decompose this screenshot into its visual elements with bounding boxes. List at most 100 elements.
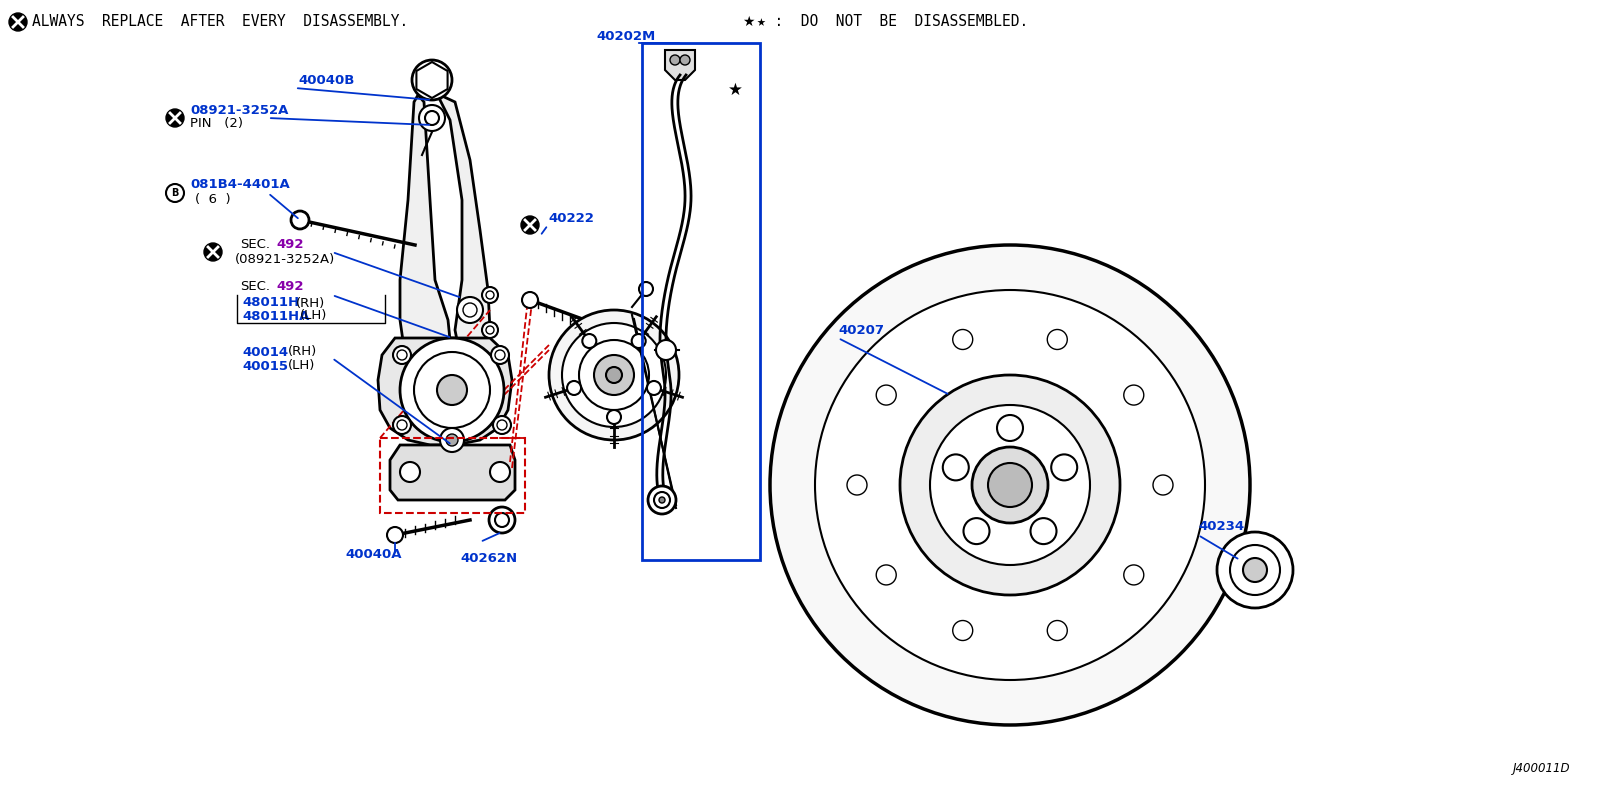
Circle shape <box>638 282 653 296</box>
Text: 492: 492 <box>277 238 304 252</box>
Polygon shape <box>666 50 694 80</box>
Circle shape <box>770 245 1250 725</box>
Circle shape <box>418 66 446 94</box>
Circle shape <box>899 375 1120 595</box>
Polygon shape <box>378 338 512 445</box>
Text: 40262N: 40262N <box>461 552 517 565</box>
Circle shape <box>166 109 184 127</box>
Circle shape <box>1048 330 1067 349</box>
Circle shape <box>1051 454 1077 480</box>
Circle shape <box>205 243 222 261</box>
Text: SEC.: SEC. <box>240 280 270 294</box>
Circle shape <box>680 55 690 65</box>
Text: ALWAYS  REPLACE  AFTER  EVERY  DISASSEMBLY.: ALWAYS REPLACE AFTER EVERY DISASSEMBLY. <box>32 14 408 29</box>
Circle shape <box>632 334 646 348</box>
Text: 48011H: 48011H <box>242 296 299 310</box>
Circle shape <box>493 416 510 434</box>
Circle shape <box>10 13 27 31</box>
Polygon shape <box>440 95 490 350</box>
Circle shape <box>594 355 634 395</box>
Text: B: B <box>171 188 179 198</box>
Circle shape <box>566 381 581 395</box>
Bar <box>642 43 760 560</box>
Circle shape <box>648 486 675 514</box>
Circle shape <box>1243 558 1267 582</box>
Circle shape <box>814 290 1205 680</box>
Circle shape <box>490 462 510 482</box>
Circle shape <box>1048 621 1067 641</box>
Text: 48011HA: 48011HA <box>242 310 309 322</box>
Circle shape <box>414 352 490 428</box>
Circle shape <box>494 350 506 360</box>
Text: ★: ★ <box>728 81 742 99</box>
Text: 08921-3252A: 08921-3252A <box>190 103 288 117</box>
Circle shape <box>942 454 968 480</box>
Circle shape <box>1030 518 1056 544</box>
Text: 40040B: 40040B <box>298 74 354 87</box>
Circle shape <box>291 211 309 229</box>
Circle shape <box>394 346 411 364</box>
Circle shape <box>997 415 1022 441</box>
Text: (RH): (RH) <box>296 296 325 310</box>
Circle shape <box>462 303 477 317</box>
Circle shape <box>494 513 509 527</box>
Circle shape <box>973 447 1048 523</box>
Circle shape <box>397 350 406 360</box>
Circle shape <box>670 55 680 65</box>
Text: 081B4-4401A: 081B4-4401A <box>190 179 290 191</box>
Text: (LH): (LH) <box>301 310 328 322</box>
Circle shape <box>877 385 896 405</box>
Text: ★ :  DO  NOT  BE  DISASSEMBLED.: ★ : DO NOT BE DISASSEMBLED. <box>757 14 1029 29</box>
Polygon shape <box>390 445 515 500</box>
Circle shape <box>394 416 411 434</box>
Circle shape <box>579 340 650 410</box>
Circle shape <box>1123 565 1144 585</box>
Circle shape <box>582 334 597 348</box>
Circle shape <box>606 410 621 424</box>
Circle shape <box>522 292 538 308</box>
Circle shape <box>446 434 458 446</box>
Circle shape <box>166 184 184 202</box>
Text: (RH): (RH) <box>288 345 317 359</box>
Text: 492: 492 <box>277 280 304 294</box>
Circle shape <box>656 340 675 360</box>
Circle shape <box>458 297 483 323</box>
Circle shape <box>1218 532 1293 608</box>
Circle shape <box>562 323 666 427</box>
Circle shape <box>952 621 973 641</box>
Circle shape <box>522 216 539 234</box>
Text: J400011D: J400011D <box>1512 762 1570 775</box>
Polygon shape <box>416 62 448 98</box>
Circle shape <box>440 428 464 452</box>
Text: ★: ★ <box>742 15 754 29</box>
Circle shape <box>419 105 445 131</box>
Circle shape <box>426 74 438 86</box>
Text: 40207: 40207 <box>838 323 883 337</box>
Circle shape <box>877 565 896 585</box>
Text: 40015: 40015 <box>242 360 288 372</box>
Circle shape <box>413 60 453 100</box>
Circle shape <box>930 405 1090 565</box>
Circle shape <box>846 475 867 495</box>
Circle shape <box>952 330 973 349</box>
Circle shape <box>498 420 507 430</box>
Circle shape <box>646 381 661 395</box>
Text: (  6  ): ( 6 ) <box>195 192 230 206</box>
Circle shape <box>486 326 494 334</box>
Circle shape <box>1154 475 1173 495</box>
Circle shape <box>486 291 494 299</box>
Circle shape <box>989 463 1032 507</box>
Circle shape <box>400 462 419 482</box>
Text: 40234: 40234 <box>1198 521 1245 534</box>
Circle shape <box>490 507 515 533</box>
Circle shape <box>400 338 504 442</box>
Circle shape <box>426 111 438 125</box>
Text: 40014: 40014 <box>242 345 288 359</box>
Circle shape <box>491 346 509 364</box>
Circle shape <box>654 492 670 508</box>
Text: 40040A: 40040A <box>346 549 402 561</box>
Text: PIN   (2): PIN (2) <box>190 118 243 130</box>
Circle shape <box>659 497 666 503</box>
Circle shape <box>482 287 498 303</box>
Circle shape <box>549 310 678 440</box>
